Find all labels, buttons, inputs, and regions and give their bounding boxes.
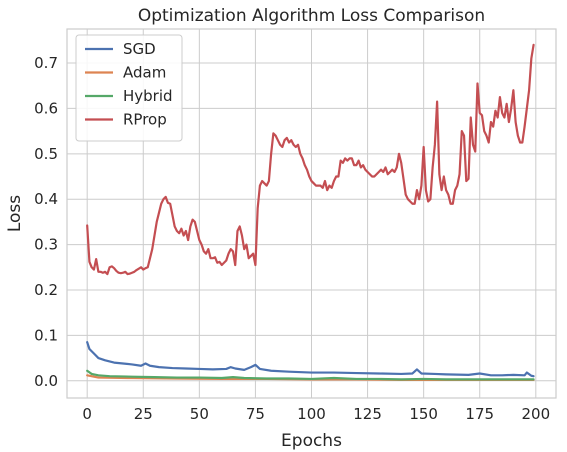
chart-title: Optimization Algorithm Loss Comparison bbox=[138, 6, 485, 26]
x-tick-label: 175 bbox=[465, 405, 494, 423]
x-tick-label: 125 bbox=[353, 405, 382, 423]
x-tick-labels: 0 25 50 75 100 125 150 175 200 bbox=[82, 405, 550, 423]
legend-label: RProp bbox=[123, 111, 167, 129]
y-tick-label: 0.2 bbox=[34, 281, 58, 299]
series-line-sgd bbox=[86, 341, 535, 378]
legend-item-hybrid: Hybrid bbox=[85, 87, 173, 105]
legend-item-sgd: SGD bbox=[85, 40, 156, 58]
x-tick-label: 75 bbox=[246, 405, 265, 423]
x-axis-label: Epochs bbox=[281, 431, 342, 451]
x-tick-label: 100 bbox=[297, 405, 326, 423]
y-tick-label: 0.3 bbox=[34, 236, 58, 254]
x-tick-label: 200 bbox=[521, 405, 550, 423]
legend-label: Adam bbox=[123, 64, 166, 82]
legend-box bbox=[75, 34, 183, 142]
x-tick-label: 50 bbox=[190, 405, 209, 423]
x-tick-label: 150 bbox=[409, 405, 438, 423]
legend-item-rprop: RProp bbox=[85, 111, 167, 129]
y-tick-label: 0.5 bbox=[34, 145, 58, 163]
grid-lines bbox=[67, 29, 556, 398]
plot-frame bbox=[66, 28, 557, 399]
y-tick-label: 0.4 bbox=[34, 190, 58, 208]
y-tick-label: 0.6 bbox=[34, 99, 58, 117]
legend: SGD Adam Hybrid RProp bbox=[75, 34, 183, 142]
series-line-rprop bbox=[86, 43, 535, 276]
legend-label: Hybrid bbox=[123, 87, 173, 105]
y-tick-label: 0.1 bbox=[34, 326, 58, 344]
series-lines bbox=[86, 43, 535, 381]
y-tick-label: 0.7 bbox=[34, 54, 58, 72]
y-axis-label: Loss bbox=[5, 195, 25, 232]
y-tick-labels: 0.0 0.1 0.2 0.3 0.4 0.5 0.6 0.7 bbox=[34, 54, 58, 390]
legend-items: SGD Adam Hybrid RProp bbox=[85, 40, 173, 129]
legend-item-adam: Adam bbox=[85, 64, 166, 82]
x-tick-label: 25 bbox=[134, 405, 153, 423]
x-tick-label: 0 bbox=[82, 405, 92, 423]
series-line-hybrid bbox=[86, 369, 535, 381]
y-tick-label: 0.0 bbox=[34, 372, 58, 390]
legend-label: SGD bbox=[123, 40, 156, 58]
